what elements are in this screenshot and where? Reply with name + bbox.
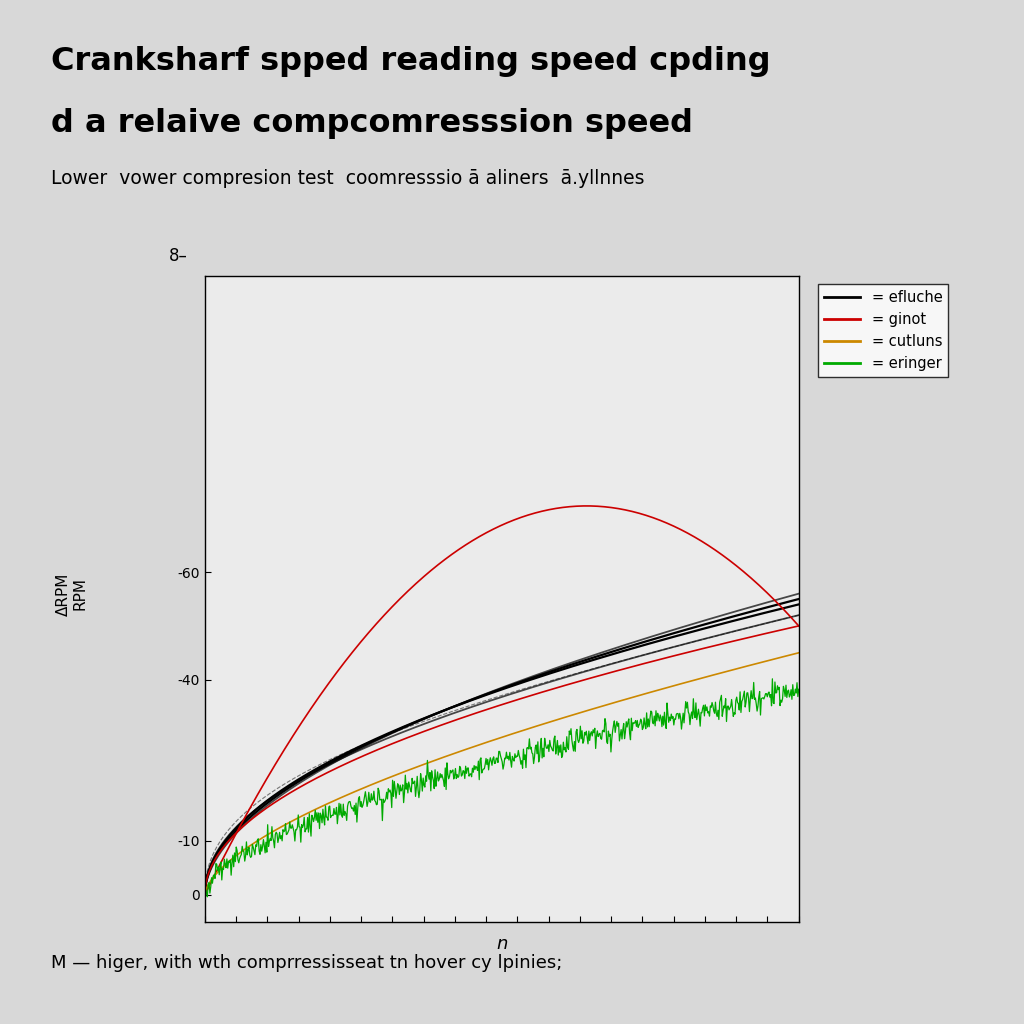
Legend: = efluche, = ginot, = cutluns, = eringer: = efluche, = ginot, = cutluns, = eringer (818, 284, 948, 377)
Text: Lower  vower compresion test  coomresssio ā aliners  ā.yllnnes: Lower vower compresion test coomresssio … (51, 169, 645, 188)
Text: M — higer, with wth comprressisseat tn hover cy lpinies;: M — higer, with wth comprressisseat tn h… (51, 953, 562, 972)
Text: d a relaive compcomresssion speed: d a relaive compcomresssion speed (51, 108, 693, 138)
Text: Cranksharf spped reading speed cpding: Cranksharf spped reading speed cpding (51, 46, 771, 77)
Text: 8–: 8– (169, 247, 187, 265)
X-axis label: n: n (496, 935, 508, 952)
Text: ΔRPM
RPM: ΔRPM RPM (55, 572, 88, 615)
